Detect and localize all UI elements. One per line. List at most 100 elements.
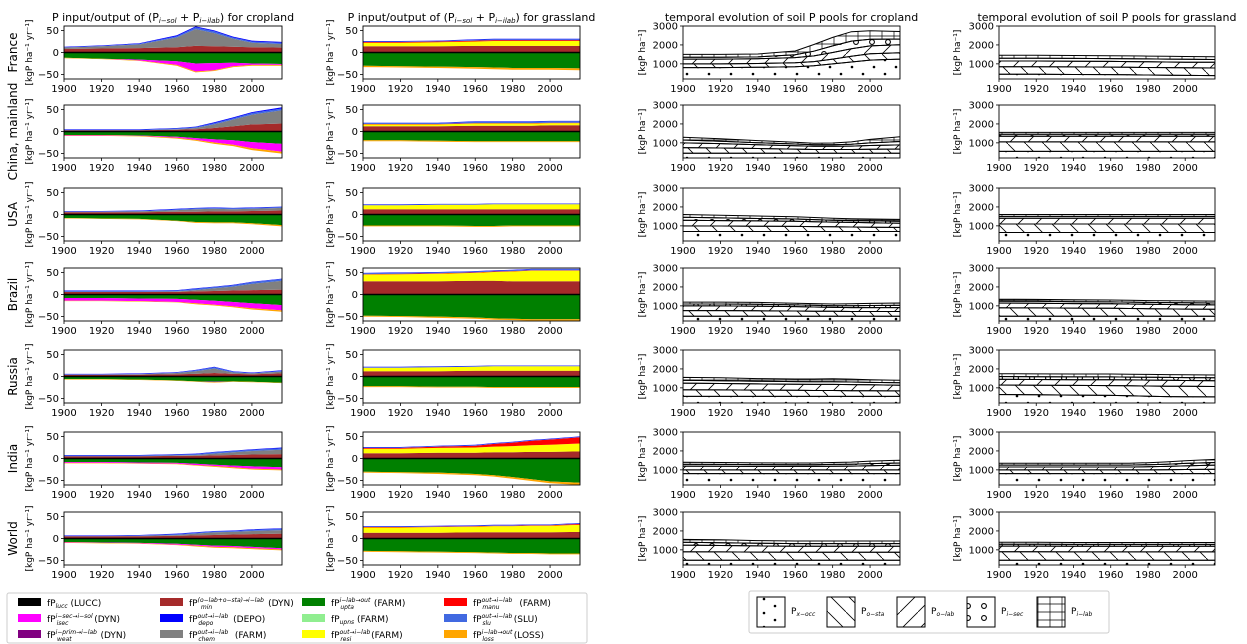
x-tick-label: 1920	[708, 246, 733, 257]
y-tick-label: 2000	[969, 446, 994, 457]
pool-dots	[683, 231, 900, 241]
x-tick-label: 1980	[500, 490, 525, 501]
legend-item-upta: fPi−lab→out upta (FARM)	[302, 597, 405, 611]
legend-label: Pi−sec	[1001, 607, 1024, 618]
area-upta	[363, 131, 580, 142]
x-tick-label: 2000	[1172, 326, 1197, 337]
x-tick-label: 1900	[670, 408, 695, 419]
x-tick-label: 2000	[857, 84, 882, 95]
legend-sub: upta	[340, 604, 354, 611]
title-cropland-flux: P input/output of (Pi−sol + Pi−ilab) for…	[52, 11, 294, 25]
area-min	[363, 451, 580, 459]
x-tick-label: 2000	[857, 163, 882, 174]
panel-areas	[999, 214, 1215, 241]
x-tick-label: 2000	[857, 490, 882, 501]
y-tick-label: 2000	[969, 40, 994, 51]
row-label: India	[6, 444, 20, 473]
y-tick-label: 3000	[969, 428, 994, 439]
y-axis-label: [kgP ha⁻¹]	[953, 109, 963, 155]
area-depo	[363, 203, 580, 205]
y-tick-label: 1000	[653, 138, 678, 149]
pool-fwd	[999, 545, 1215, 553]
y-tick-label: 50	[46, 26, 59, 37]
legend-swatch	[302, 630, 325, 638]
x-tick-label: 1960	[1098, 326, 1123, 337]
x-tick-label: 2000	[537, 490, 562, 501]
pool-grid	[683, 538, 900, 545]
axes-frame	[63, 187, 283, 242]
x-tick-label: 2000	[1172, 246, 1197, 257]
legend-sub: upns	[340, 619, 355, 626]
legend-base: fP	[47, 599, 56, 609]
legend-label: Po−lab	[931, 607, 954, 618]
legend-swatch	[18, 614, 41, 622]
pool-dots	[683, 473, 900, 485]
y-axis-label: [kgP ha⁻¹]	[638, 192, 648, 238]
x-tick-label: 2000	[1172, 163, 1197, 174]
y-tick-label: −50	[38, 556, 59, 567]
x-tick-label: 1920	[89, 408, 114, 419]
area-chem	[64, 530, 282, 537]
x-tick-label: 1980	[500, 84, 525, 95]
y-tick-label: 0	[352, 127, 358, 138]
row-label: Russia	[6, 357, 20, 396]
y-tick-label: −50	[38, 394, 59, 405]
legend-sub: o−lab	[936, 611, 954, 618]
y-tick-label: 1000	[653, 545, 678, 556]
y-tick-label: −50	[38, 149, 59, 160]
legend-item-min: fP(o−lab+o−sta)→i−lab min (DYN)	[160, 597, 294, 611]
legend-tail: (DYN)	[91, 615, 120, 625]
x-tick-label: 1920	[1024, 408, 1049, 419]
x-tick-label: 1960	[164, 84, 189, 95]
row-label: Brazil	[6, 278, 20, 312]
legend-base: fP	[331, 631, 340, 641]
area-min	[64, 123, 282, 132]
x-tick-label: 1940	[425, 246, 450, 257]
axes-frame	[682, 431, 901, 486]
panel-0-0: 1900 1920 1940 1960 1980 2000 50 0 −50 France [kgP…	[6, 19, 283, 95]
pool-grid	[683, 213, 900, 222]
panel-2-6: 1900 1920 1940 1960 1980 2000 3000 2000 1000 [kgP…	[638, 508, 901, 581]
pool-grid	[999, 131, 1215, 135]
panel-areas	[683, 301, 900, 321]
x-tick-label: 2000	[239, 163, 264, 174]
x-tick-label: 1960	[1098, 84, 1123, 95]
x-tick-label: 1920	[89, 326, 114, 337]
y-tick-label: 0	[53, 454, 59, 465]
x-tick-label: 1900	[350, 570, 375, 581]
x-tick-label: 1920	[89, 490, 114, 501]
area-slu	[363, 121, 580, 124]
legend-base: fP	[47, 631, 56, 641]
legend-base: fP	[331, 615, 340, 625]
y-tick-label: 50	[46, 105, 59, 116]
x-tick-label: 2000	[537, 570, 562, 581]
axes-frame	[998, 187, 1216, 242]
x-tick-label: 2000	[1172, 84, 1197, 95]
y-tick-label: 3000	[969, 101, 994, 112]
y-tick-label: 1000	[653, 465, 678, 476]
x-tick-label: 1960	[463, 570, 488, 581]
panel-areas	[999, 298, 1215, 321]
area-loss	[64, 462, 282, 471]
x-tick-label: 1960	[463, 408, 488, 419]
x-tick-label: 1960	[1098, 570, 1123, 581]
axes-frame	[998, 511, 1216, 566]
area-min	[363, 280, 580, 295]
panel-areas	[363, 120, 580, 143]
panel-areas	[999, 458, 1215, 485]
y-tick-label: −50	[337, 149, 358, 160]
area-slu	[363, 523, 580, 527]
y-axis-label: [kgP ha⁻¹]	[638, 354, 648, 400]
x-tick-label: 1960	[164, 326, 189, 337]
x-tick-label: 1940	[745, 326, 770, 337]
y-tick-label: 2000	[653, 119, 678, 130]
panel-2-1: 1900 1920 1940 1960 1980 2000 3000 2000 1000 [kgP…	[638, 101, 901, 174]
y-tick-label: 50	[345, 432, 358, 443]
x-tick-label: 1920	[89, 570, 114, 581]
x-tick-label: 2000	[857, 326, 882, 337]
legend-base: P	[861, 607, 867, 617]
panel-0-3: 1900 1920 1940 1960 1980 2000 50 0 −50 Brazil [kgP…	[6, 261, 283, 337]
y-tick-label: 0	[352, 454, 358, 465]
x-tick-label: 1920	[1024, 163, 1049, 174]
legend-sub: loss	[482, 636, 494, 643]
